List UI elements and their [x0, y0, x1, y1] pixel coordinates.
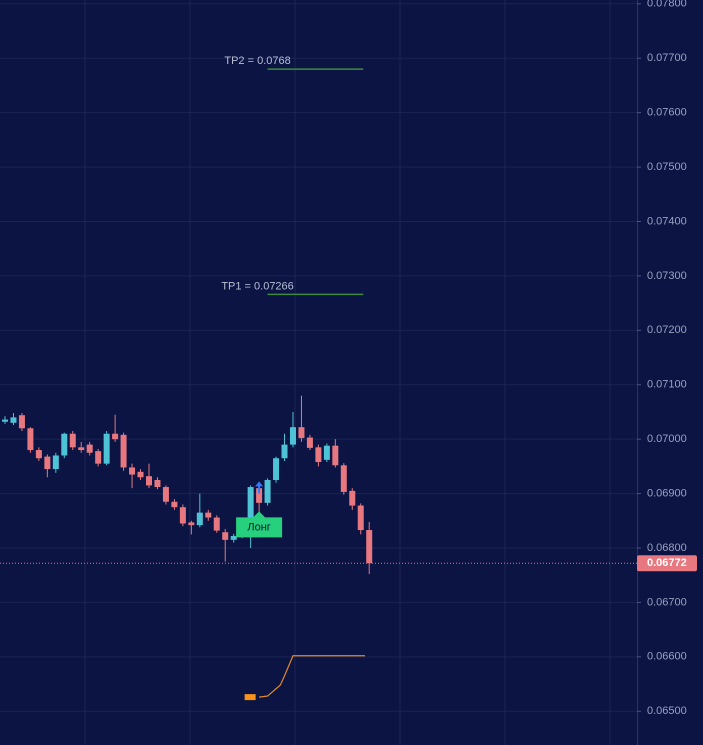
candle-body: [349, 490, 356, 506]
y-tick-label: 0.07500: [647, 161, 687, 173]
candle-body: [52, 455, 59, 470]
candle-body: [306, 437, 313, 448]
candle-body: [340, 465, 347, 492]
candle-body: [44, 456, 51, 470]
candle-body: [188, 522, 195, 526]
candle-body: [332, 445, 339, 466]
candle-body: [196, 512, 203, 526]
y-tick-label: 0.06500: [647, 705, 687, 717]
candle-body: [205, 512, 212, 518]
candle-body: [154, 479, 161, 488]
signal-tag: [236, 511, 283, 538]
candle-body: [103, 433, 110, 464]
candle-body: [86, 444, 93, 453]
candle-body: [145, 476, 152, 486]
candle-body: [222, 532, 229, 540]
candle-body: [61, 433, 68, 456]
candle-body: [27, 428, 34, 451]
overlay-marker: [244, 694, 256, 701]
candle-body: [247, 487, 254, 534]
candle-body: [18, 415, 25, 429]
candle-body: [162, 487, 169, 502]
candle-body: [366, 530, 373, 564]
candle-body: [289, 427, 296, 445]
candle-body: [230, 536, 237, 540]
candle-body: [95, 451, 102, 464]
candle-body: [137, 471, 144, 478]
candle-body: [264, 479, 271, 503]
candle-body: [78, 447, 85, 451]
tp-label: TP1 = 0.07266: [221, 280, 293, 292]
candle-body: [35, 450, 42, 459]
tp-label: TP2 = 0.0768: [224, 55, 290, 67]
candle-body: [357, 505, 364, 531]
y-tick-label: 0.06600: [647, 651, 687, 663]
candle-body: [281, 444, 288, 459]
y-tick-label: 0.07000: [647, 433, 687, 445]
signal-label: Лонг: [247, 521, 270, 533]
y-tick-label: 0.07300: [647, 270, 687, 282]
candle-body: [112, 433, 119, 440]
last-price-tag: [637, 555, 697, 572]
candle-body: [179, 507, 186, 524]
candle-body: [171, 501, 178, 508]
candle-body: [323, 445, 330, 460]
overlay-line: [259, 655, 365, 698]
candle-body: [315, 447, 322, 463]
candle-body: [273, 458, 280, 480]
candle-body: [69, 433, 76, 448]
y-tick-label: 0.07400: [647, 215, 687, 227]
y-tick-label: 0.07700: [647, 52, 687, 64]
candle-body: [129, 467, 136, 475]
y-tick-label: 0.06800: [647, 542, 687, 554]
candle-body: [2, 419, 8, 422]
y-tick-label: 0.06900: [647, 487, 687, 499]
y-tick-label: 0.07600: [647, 107, 687, 119]
y-tick-label: 0.06700: [647, 596, 687, 608]
candle-body: [213, 517, 220, 531]
signal-arrow: [255, 481, 264, 494]
last-price-label: 0.06772: [647, 557, 687, 569]
y-tick-label: 0.07800: [647, 0, 687, 10]
candle-body: [10, 417, 17, 423]
candle-body: [256, 488, 263, 503]
y-tick-label: 0.07100: [647, 379, 687, 391]
candle-body: [298, 427, 305, 439]
candle-body: [120, 434, 127, 468]
y-tick-label: 0.07200: [647, 324, 687, 336]
